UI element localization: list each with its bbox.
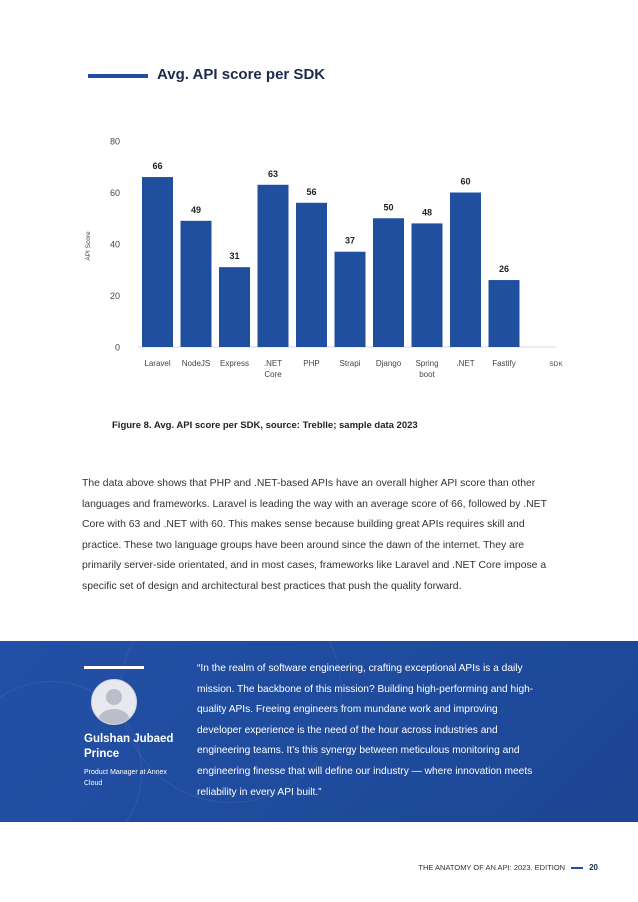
author-name: Gulshan Jubaed Prince bbox=[84, 733, 174, 760]
footer-label: THE ANATOMY OF AN API: 2023. EDITION bbox=[418, 863, 566, 872]
y-tick-label: 80 bbox=[110, 137, 120, 147]
x-tick-label: boot bbox=[419, 370, 435, 379]
bar bbox=[180, 220, 212, 347]
bar bbox=[219, 267, 250, 347]
y-tick-label: 40 bbox=[110, 240, 120, 250]
bar bbox=[257, 184, 289, 347]
data-label: 63 bbox=[268, 169, 278, 179]
data-label: 66 bbox=[152, 161, 162, 171]
chart-title: Avg. API score per SDK bbox=[157, 66, 326, 83]
title-accent-bar bbox=[88, 74, 148, 78]
bar bbox=[334, 251, 366, 347]
x-tick-label: Spring bbox=[415, 359, 438, 368]
author-role: Product Manager at Annex Cloud bbox=[84, 769, 167, 787]
x-tick-label: NodeJS bbox=[182, 359, 210, 368]
quote-section: Gulshan Jubaed Prince Product Manager at… bbox=[0, 641, 638, 822]
x-tick-label: PHP bbox=[303, 359, 319, 368]
bar bbox=[296, 202, 327, 347]
x-tick-label: .NET bbox=[456, 359, 474, 368]
y-axis-label: API Score bbox=[85, 231, 92, 261]
data-label: 56 bbox=[306, 187, 316, 197]
data-label: 48 bbox=[422, 207, 432, 217]
data-label: 60 bbox=[460, 177, 470, 187]
y-tick-label: 0 bbox=[115, 343, 120, 353]
figure-caption: Figure 8. Avg. API score per SDK, source… bbox=[112, 420, 418, 431]
avatar-head bbox=[106, 689, 122, 705]
bar bbox=[142, 177, 173, 347]
x-axis-label: SDK bbox=[549, 361, 563, 368]
x-tick-label: Laravel bbox=[144, 359, 170, 368]
y-tick-label: 60 bbox=[110, 188, 120, 198]
bar bbox=[450, 192, 481, 347]
x-tick-label: Fastify bbox=[492, 359, 516, 368]
quote-text: “In the realm of software engineering, c… bbox=[197, 663, 534, 798]
x-tick-label: Express bbox=[220, 359, 249, 368]
x-tick-label: Django bbox=[376, 359, 402, 368]
data-label: 49 bbox=[191, 205, 201, 215]
quote-accent-bar bbox=[84, 666, 144, 669]
bar bbox=[373, 218, 404, 347]
x-tick-label: .NET bbox=[264, 359, 282, 368]
bar bbox=[411, 223, 443, 347]
bar bbox=[488, 280, 520, 347]
data-label: 31 bbox=[229, 251, 239, 261]
avatar-shoulders bbox=[98, 709, 130, 724]
data-label: 26 bbox=[499, 264, 509, 274]
footer-dash bbox=[571, 866, 584, 869]
y-tick-label: 20 bbox=[110, 291, 120, 301]
bar-chart: 0 20 40 60 80 API Score 66 Laravel 49 NodeJS 31 Exp… bbox=[85, 137, 563, 380]
page-footer: THE ANATOMY OF AN API: 2023. EDITION 20 bbox=[418, 863, 598, 872]
body-paragraph: The data above shows that PHP and .NET-b… bbox=[82, 478, 547, 592]
person-avatar-icon bbox=[91, 679, 137, 725]
data-label: 50 bbox=[383, 202, 393, 212]
page-number: 20 bbox=[589, 863, 598, 872]
x-tick-label: Core bbox=[264, 370, 282, 379]
x-tick-label: Strapi bbox=[340, 359, 361, 368]
data-label: 37 bbox=[345, 236, 355, 246]
